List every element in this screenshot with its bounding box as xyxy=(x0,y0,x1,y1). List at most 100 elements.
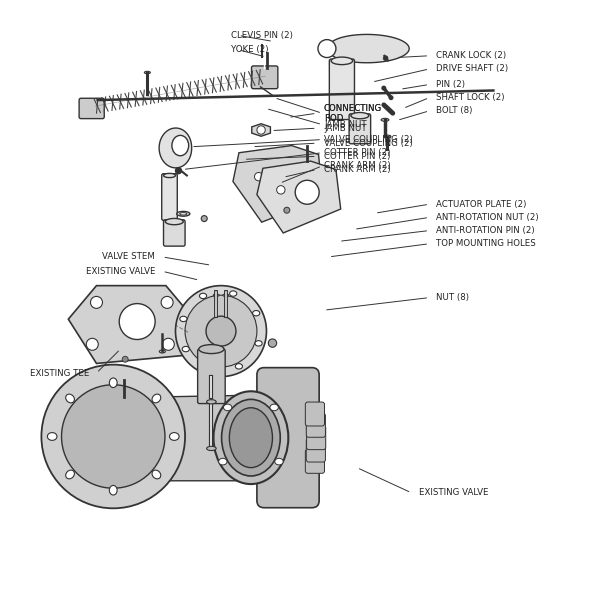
Ellipse shape xyxy=(179,212,187,215)
Ellipse shape xyxy=(270,404,278,411)
Ellipse shape xyxy=(152,470,161,479)
Text: CLEVIS PIN (2): CLEVIS PIN (2) xyxy=(231,31,293,40)
Circle shape xyxy=(295,180,319,204)
Circle shape xyxy=(161,296,173,308)
Ellipse shape xyxy=(381,118,389,121)
Ellipse shape xyxy=(223,404,232,411)
Circle shape xyxy=(257,126,265,134)
Circle shape xyxy=(91,296,103,308)
Text: DRIVE SHAFT (2): DRIVE SHAFT (2) xyxy=(436,64,509,73)
FancyBboxPatch shape xyxy=(162,173,177,220)
Ellipse shape xyxy=(160,350,166,353)
Polygon shape xyxy=(159,128,191,168)
Ellipse shape xyxy=(182,346,190,352)
Circle shape xyxy=(41,365,185,508)
Circle shape xyxy=(284,207,290,213)
Text: CRANK LOCK (2): CRANK LOCK (2) xyxy=(436,51,506,60)
Text: JAMB NUT: JAMB NUT xyxy=(324,124,367,133)
Text: VALVE COUPLING (2): VALVE COUPLING (2) xyxy=(324,139,413,148)
Circle shape xyxy=(389,96,393,100)
Text: VALVE STEM: VALVE STEM xyxy=(102,253,155,262)
Circle shape xyxy=(122,356,128,362)
Text: ACTUATOR PLATE (2): ACTUATOR PLATE (2) xyxy=(436,200,527,209)
Circle shape xyxy=(277,185,285,194)
Circle shape xyxy=(206,316,236,346)
Ellipse shape xyxy=(235,364,242,369)
FancyBboxPatch shape xyxy=(251,66,278,89)
Ellipse shape xyxy=(176,211,190,216)
FancyBboxPatch shape xyxy=(306,413,325,437)
Circle shape xyxy=(201,215,207,221)
Circle shape xyxy=(185,295,257,367)
Ellipse shape xyxy=(205,366,212,371)
Circle shape xyxy=(86,338,98,350)
Circle shape xyxy=(175,168,181,173)
Text: NUT (8): NUT (8) xyxy=(436,293,469,302)
Polygon shape xyxy=(233,146,323,222)
Ellipse shape xyxy=(351,112,369,119)
Text: EXISTING VALVE: EXISTING VALVE xyxy=(86,267,155,276)
Ellipse shape xyxy=(206,446,216,451)
Ellipse shape xyxy=(213,294,219,296)
Ellipse shape xyxy=(218,458,227,465)
Polygon shape xyxy=(329,34,409,63)
Text: CRANK ARM (2): CRANK ARM (2) xyxy=(324,161,391,170)
Text: EXISTING VALVE: EXISTING VALVE xyxy=(419,488,488,497)
Circle shape xyxy=(175,286,266,377)
Polygon shape xyxy=(257,161,341,233)
Ellipse shape xyxy=(206,400,216,404)
Ellipse shape xyxy=(166,218,183,225)
Ellipse shape xyxy=(221,400,280,476)
Ellipse shape xyxy=(275,458,283,465)
Ellipse shape xyxy=(65,394,74,403)
Ellipse shape xyxy=(47,433,57,440)
Circle shape xyxy=(62,385,165,488)
FancyBboxPatch shape xyxy=(349,114,371,144)
Text: BOLT (8): BOLT (8) xyxy=(436,106,473,115)
Ellipse shape xyxy=(384,135,391,138)
Ellipse shape xyxy=(199,293,206,299)
Circle shape xyxy=(383,56,388,61)
Ellipse shape xyxy=(170,433,179,440)
Ellipse shape xyxy=(331,57,353,65)
Ellipse shape xyxy=(229,408,272,467)
FancyBboxPatch shape xyxy=(305,402,325,426)
Circle shape xyxy=(382,86,386,90)
FancyBboxPatch shape xyxy=(307,426,326,449)
Ellipse shape xyxy=(199,344,224,353)
Circle shape xyxy=(254,172,263,181)
Circle shape xyxy=(268,339,277,347)
Ellipse shape xyxy=(223,294,229,296)
Polygon shape xyxy=(157,395,294,481)
Ellipse shape xyxy=(253,310,260,316)
Text: EXISTING TEE: EXISTING TEE xyxy=(30,368,89,377)
Text: ANTI-ROTATION PIN (2): ANTI-ROTATION PIN (2) xyxy=(436,226,535,235)
Text: COTTER PIN (2): COTTER PIN (2) xyxy=(324,148,391,157)
Circle shape xyxy=(119,304,155,340)
Text: CRANK ARM (2): CRANK ARM (2) xyxy=(324,165,391,174)
Ellipse shape xyxy=(65,470,74,479)
Ellipse shape xyxy=(180,316,187,322)
Ellipse shape xyxy=(145,71,151,74)
Polygon shape xyxy=(68,286,194,364)
Text: JAMB NUT: JAMB NUT xyxy=(324,120,367,129)
Text: PIN (2): PIN (2) xyxy=(436,80,466,89)
Ellipse shape xyxy=(255,341,262,346)
Ellipse shape xyxy=(172,136,188,156)
FancyBboxPatch shape xyxy=(329,59,355,119)
FancyBboxPatch shape xyxy=(257,368,319,508)
Text: CONNECTING
ROD: CONNECTING ROD xyxy=(324,104,382,122)
FancyBboxPatch shape xyxy=(164,220,185,246)
Text: TOP MOUNTING HOLES: TOP MOUNTING HOLES xyxy=(436,239,536,248)
Text: SHAFT LOCK (2): SHAFT LOCK (2) xyxy=(436,93,505,102)
Text: CONNECTING
ROD: CONNECTING ROD xyxy=(324,104,382,122)
Text: YOKE (2): YOKE (2) xyxy=(231,45,269,54)
FancyBboxPatch shape xyxy=(197,349,225,404)
Circle shape xyxy=(277,167,301,190)
Ellipse shape xyxy=(164,173,175,178)
Ellipse shape xyxy=(152,394,161,403)
Ellipse shape xyxy=(121,379,128,382)
FancyBboxPatch shape xyxy=(305,449,325,473)
FancyBboxPatch shape xyxy=(306,438,325,462)
Ellipse shape xyxy=(109,378,117,388)
